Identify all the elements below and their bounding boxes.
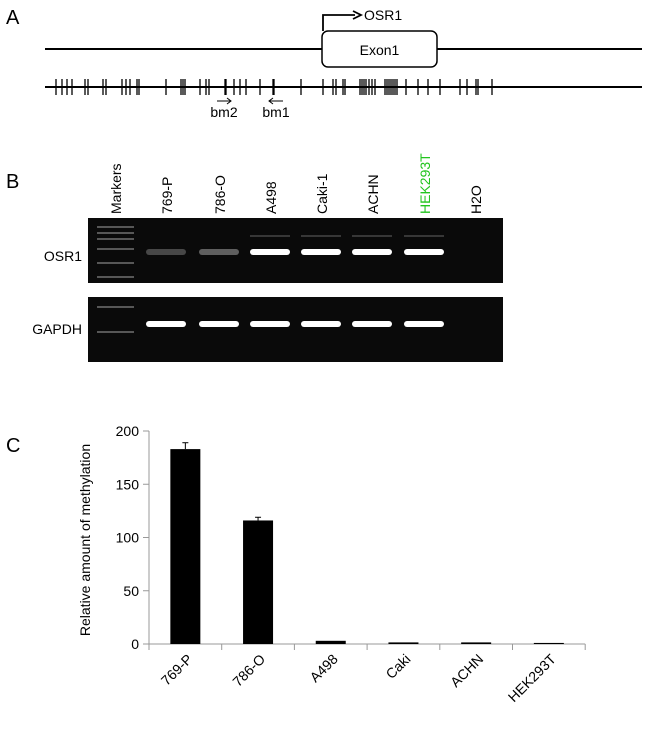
osr1-band xyxy=(146,249,186,255)
bar xyxy=(243,520,274,644)
osr1-upper-band xyxy=(404,235,444,237)
marker-band xyxy=(97,276,134,278)
osr1-row-label: OSR1 xyxy=(44,248,82,264)
marker-band xyxy=(97,226,134,228)
tss-arrowhead-icon xyxy=(352,10,364,20)
bm1-label: bm1 xyxy=(262,104,289,120)
y-tick-label: 100 xyxy=(116,530,140,546)
exon1-label: Exon1 xyxy=(360,42,400,58)
osr1-gene-label: OSR1 xyxy=(364,7,402,23)
exon1-box xyxy=(321,30,438,68)
lane-label: 769-P xyxy=(159,177,175,214)
osr1-band xyxy=(250,249,290,255)
y-tick-label: 50 xyxy=(123,583,139,599)
osr1-upper-band xyxy=(250,235,290,237)
bm2-arrow-icon xyxy=(217,97,232,105)
y-tick-label: 200 xyxy=(116,423,140,439)
y-axis-label: Relative amount of methylation xyxy=(77,444,93,636)
gapdh-band xyxy=(352,321,392,327)
lane-label: 786-O xyxy=(212,175,228,214)
bar-chart: 0 50 100 150 200 769-P 786-O A498 Caki ACHN HEK293… xyxy=(116,423,586,705)
panel-c-label: C xyxy=(6,435,20,457)
gapdh-row-label: GAPDH xyxy=(32,321,82,337)
bar xyxy=(315,640,346,644)
marker-band xyxy=(97,306,134,308)
gel-bands xyxy=(97,226,444,333)
bar xyxy=(388,642,419,644)
bar xyxy=(170,449,201,644)
lane-label: Caki-1 xyxy=(314,173,330,214)
marker-band xyxy=(97,262,134,264)
osr1-band xyxy=(301,249,341,255)
bm2-label: bm2 xyxy=(210,104,237,120)
panel-b-label: B xyxy=(6,171,19,193)
bm1-arrow-icon xyxy=(268,97,283,105)
gapdh-gel xyxy=(88,297,503,362)
lane-label: ACHN xyxy=(365,174,381,214)
gapdh-band xyxy=(199,321,239,327)
gapdh-band xyxy=(146,321,186,327)
bar xyxy=(533,642,564,644)
x-tick-label: 786-O xyxy=(229,651,268,690)
gapdh-band xyxy=(250,321,290,327)
osr1-upper-band xyxy=(301,235,341,237)
x-tick-label: A498 xyxy=(306,651,341,686)
lane-label: Markers xyxy=(108,163,124,214)
x-tick-label: HEK293T xyxy=(505,650,560,705)
marker-band xyxy=(97,331,134,333)
marker-band xyxy=(97,248,134,250)
osr1-band xyxy=(199,249,239,255)
x-tick-label: 769-P xyxy=(158,651,196,689)
x-tick-label: ACHN xyxy=(447,651,486,690)
y-tick-label: 0 xyxy=(131,636,139,652)
gapdh-band xyxy=(404,321,444,327)
cpg-sites xyxy=(55,79,493,95)
osr1-upper-band xyxy=(352,235,392,237)
osr1-band xyxy=(404,249,444,255)
y-tick-label: 150 xyxy=(116,476,140,492)
lane-label: H2O xyxy=(468,185,484,214)
marker-band xyxy=(97,238,134,240)
lane-labels: Markers 769-P 786-O A498 Caki-1 ACHN HEK293T H2… xyxy=(108,153,484,214)
gapdh-band xyxy=(301,321,341,327)
bar xyxy=(461,642,492,644)
lane-label: HEK293T xyxy=(417,153,433,214)
osr1-band xyxy=(352,249,392,255)
lane-label: A498 xyxy=(263,181,279,214)
tss-arrow-icon xyxy=(322,14,355,31)
marker-band xyxy=(97,232,134,234)
panel-a-label: A xyxy=(6,7,20,29)
x-tick-label: Caki xyxy=(382,651,413,682)
